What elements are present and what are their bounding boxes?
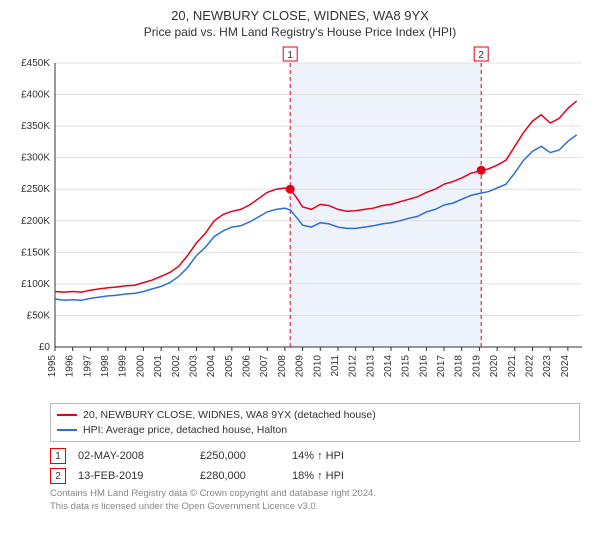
svg-text:1: 1 bbox=[287, 50, 293, 61]
svg-text:2006: 2006 bbox=[242, 355, 253, 378]
svg-text:2021: 2021 bbox=[507, 355, 518, 378]
event-hpi: 18% ↑ HPI bbox=[292, 470, 372, 482]
svg-text:2012: 2012 bbox=[348, 355, 359, 378]
svg-text:1999: 1999 bbox=[118, 355, 129, 378]
svg-text:£300K: £300K bbox=[21, 153, 50, 164]
event-price: £280,000 bbox=[200, 470, 280, 482]
event-row: 1 02-MAY-2008 £250,000 14% ↑ HPI bbox=[50, 448, 580, 464]
svg-text:2003: 2003 bbox=[188, 355, 199, 378]
chart-legend: 20, NEWBURY CLOSE, WIDNES, WA8 9YX (deta… bbox=[50, 403, 580, 442]
svg-text:2014: 2014 bbox=[383, 355, 394, 378]
event-row: 2 13-FEB-2019 £280,000 18% ↑ HPI bbox=[50, 468, 580, 484]
event-price: £250,000 bbox=[200, 450, 280, 462]
svg-text:1998: 1998 bbox=[100, 355, 111, 378]
chart-container: 20, NEWBURY CLOSE, WIDNES, WA8 9YX Price… bbox=[0, 0, 600, 560]
chart-area: £0 £50K £100K £150K £200K £250K £300K £350K £400… bbox=[10, 45, 590, 395]
svg-text:2: 2 bbox=[478, 50, 484, 61]
svg-text:2018: 2018 bbox=[454, 355, 465, 378]
svg-text:2004: 2004 bbox=[206, 355, 217, 378]
svg-text:2009: 2009 bbox=[295, 355, 306, 378]
line-chart-svg: £0 £50K £100K £150K £200K £250K £300K £350K £400… bbox=[10, 45, 590, 395]
svg-text:£350K: £350K bbox=[21, 121, 50, 132]
svg-text:2010: 2010 bbox=[312, 355, 323, 378]
svg-text:2019: 2019 bbox=[471, 355, 482, 378]
event-hpi: 14% ↑ HPI bbox=[292, 450, 372, 462]
svg-text:2016: 2016 bbox=[418, 355, 429, 378]
footnote: Contains HM Land Registry data © Crown c… bbox=[50, 488, 580, 513]
legend-swatch-2 bbox=[57, 429, 77, 431]
event-marker-box: 2 bbox=[50, 468, 66, 484]
svg-text:£450K: £450K bbox=[21, 58, 50, 69]
svg-text:£400K: £400K bbox=[21, 90, 50, 101]
legend-label-2: HPI: Average price, detached house, Halt… bbox=[83, 423, 287, 438]
svg-text:2023: 2023 bbox=[542, 355, 553, 378]
legend-row-1: 20, NEWBURY CLOSE, WIDNES, WA8 9YX (deta… bbox=[57, 408, 573, 423]
svg-text:2001: 2001 bbox=[153, 355, 164, 378]
event-date: 02-MAY-2008 bbox=[78, 450, 188, 462]
svg-text:2020: 2020 bbox=[489, 355, 500, 378]
svg-text:£150K: £150K bbox=[21, 247, 50, 258]
legend-row-2: HPI: Average price, detached house, Halt… bbox=[57, 423, 573, 438]
legend-swatch-1 bbox=[57, 414, 77, 416]
chart-title-address: 20, NEWBURY CLOSE, WIDNES, WA8 9YX bbox=[10, 8, 590, 23]
footnote-line-1: Contains HM Land Registry data © Crown c… bbox=[50, 488, 580, 500]
svg-text:2013: 2013 bbox=[365, 355, 376, 378]
svg-text:£50K: £50K bbox=[27, 310, 51, 321]
chart-subtitle: Price paid vs. HM Land Registry's House … bbox=[10, 25, 590, 39]
svg-text:2015: 2015 bbox=[401, 355, 412, 378]
svg-text:2024: 2024 bbox=[560, 355, 571, 378]
svg-text:£100K: £100K bbox=[21, 279, 50, 290]
svg-text:1995: 1995 bbox=[47, 355, 58, 378]
svg-text:2005: 2005 bbox=[224, 355, 235, 378]
svg-text:1997: 1997 bbox=[82, 355, 93, 378]
event-date: 13-FEB-2019 bbox=[78, 470, 188, 482]
svg-text:1996: 1996 bbox=[65, 355, 76, 378]
svg-text:2000: 2000 bbox=[135, 355, 146, 378]
event-marker-box: 1 bbox=[50, 448, 66, 464]
svg-text:£0: £0 bbox=[39, 342, 51, 353]
footnote-line-2: This data is licensed under the Open Gov… bbox=[50, 501, 580, 513]
svg-text:2007: 2007 bbox=[259, 355, 270, 378]
legend-label-1: 20, NEWBURY CLOSE, WIDNES, WA8 9YX (deta… bbox=[83, 408, 376, 423]
event-table: 1 02-MAY-2008 £250,000 14% ↑ HPI 2 13-FE… bbox=[50, 448, 580, 484]
svg-text:2017: 2017 bbox=[436, 355, 447, 378]
svg-text:2011: 2011 bbox=[330, 355, 341, 377]
svg-text:£250K: £250K bbox=[21, 184, 50, 195]
svg-text:2002: 2002 bbox=[171, 355, 182, 378]
svg-text:2022: 2022 bbox=[524, 355, 535, 378]
svg-text:£200K: £200K bbox=[21, 216, 50, 227]
svg-text:2008: 2008 bbox=[277, 355, 288, 378]
